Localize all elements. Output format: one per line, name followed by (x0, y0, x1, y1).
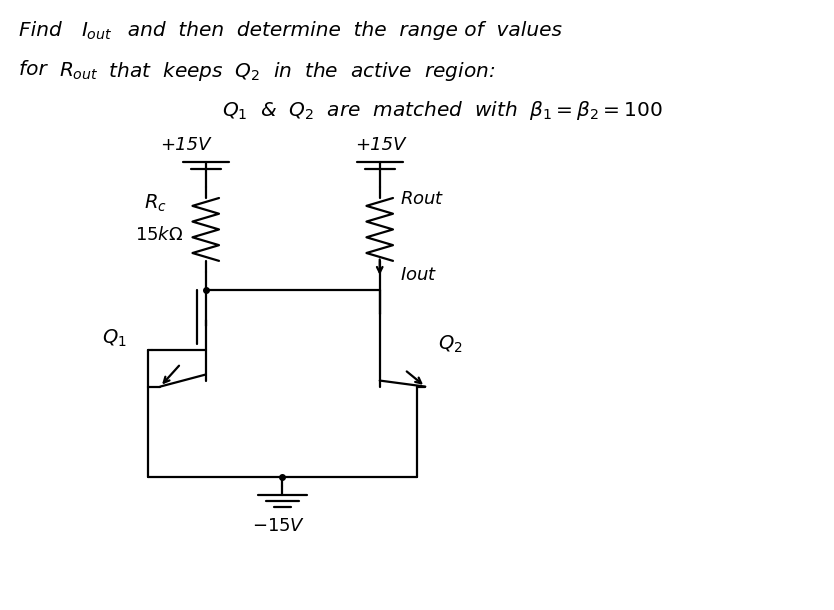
Text: $\mathit{R_c}$: $\mathit{R_c}$ (143, 193, 167, 215)
Text: that  keeps  $\mathit{Q_2}$  in  the  active  region:: that keeps $\mathit{Q_2}$ in the active … (96, 60, 495, 83)
Text: $\mathit{Rout}$: $\mathit{Rout}$ (400, 190, 445, 208)
Text: $\mathit{Iout}$: $\mathit{Iout}$ (400, 266, 438, 284)
Text: and  then  determine  the  range of  values: and then determine the range of values (114, 21, 561, 40)
Text: $\mathit{Q_1}$: $\mathit{Q_1}$ (103, 328, 127, 349)
Text: Find: Find (19, 21, 75, 40)
Text: $\mathit{R_{out}}$: $\mathit{R_{out}}$ (59, 60, 98, 82)
Text: +15V: +15V (160, 136, 211, 154)
Text: $\mathit{15k\Omega}$: $\mathit{15k\Omega}$ (135, 226, 183, 245)
Text: $\mathit{-15V}$: $\mathit{-15V}$ (252, 517, 305, 534)
Text: $\mathit{Q_2}$: $\mathit{Q_2}$ (438, 334, 462, 355)
Text: $\mathit{Q_1}$  &  $\mathit{Q_2}$  are  matched  with  $\mathit{\beta_1 = \beta_: $\mathit{Q_1}$ & $\mathit{Q_2}$ are matc… (223, 99, 663, 123)
Text: +15V: +15V (354, 136, 405, 154)
Text: for: for (19, 60, 60, 79)
Text: $\mathit{I_{out}}$: $\mathit{I_{out}}$ (82, 21, 113, 42)
